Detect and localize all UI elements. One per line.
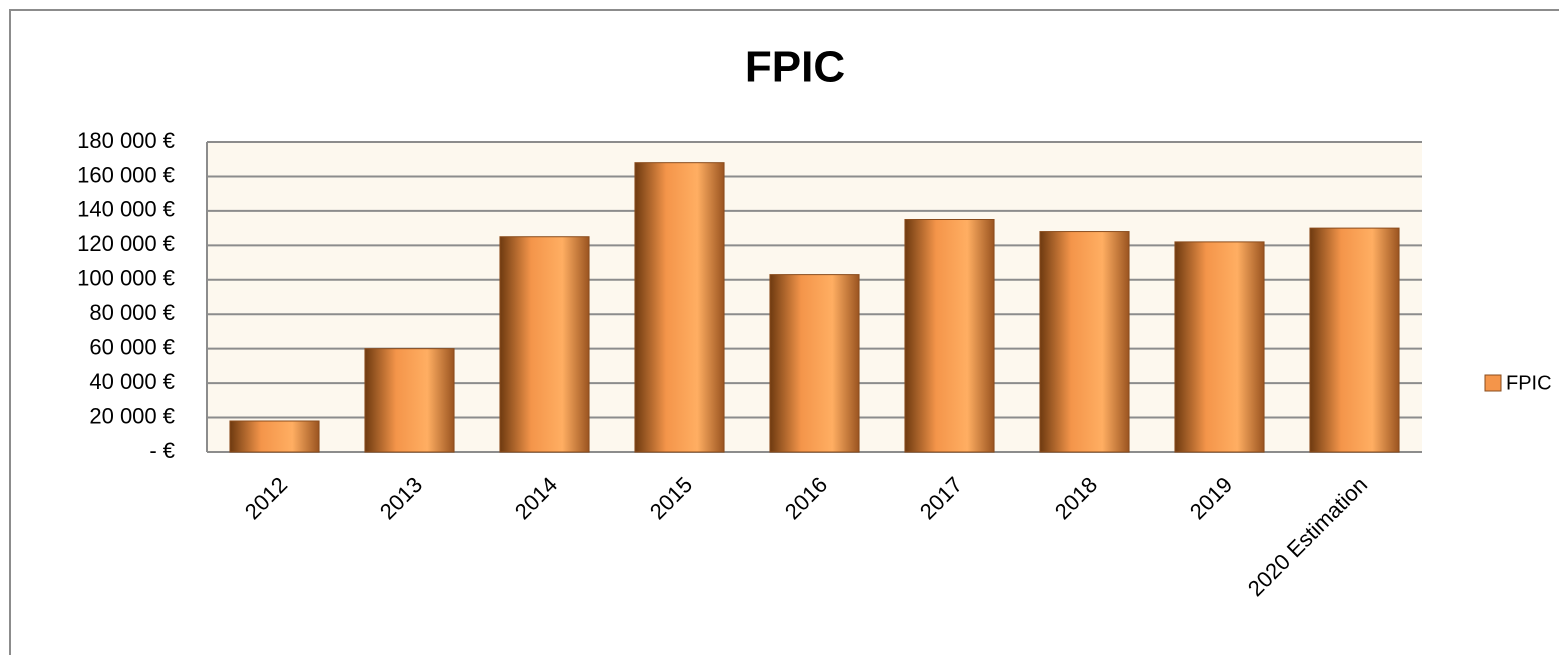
bar xyxy=(499,236,590,453)
bar xyxy=(1309,227,1400,453)
y-tick-label: - € xyxy=(149,438,175,463)
bar xyxy=(229,420,320,453)
legend-swatch xyxy=(1484,374,1502,392)
bar xyxy=(634,162,725,453)
y-tick-label: 100 000 € xyxy=(77,266,175,291)
chart-title: FPIC xyxy=(745,43,845,92)
y-tick-label: 40 000 € xyxy=(89,369,175,394)
y-tick-label: 160 000 € xyxy=(77,162,175,187)
legend-label: FPIC xyxy=(1506,372,1552,394)
bar xyxy=(1039,231,1130,453)
y-tick-label: 20 000 € xyxy=(89,403,175,428)
bar xyxy=(364,348,455,453)
y-tick-label: 60 000 € xyxy=(89,334,175,359)
y-tick-label: 120 000 € xyxy=(77,231,175,256)
bar xyxy=(904,219,995,453)
y-tick-label: 80 000 € xyxy=(89,300,175,325)
y-tick-label: 140 000 € xyxy=(77,197,175,222)
y-tick-label: 180 000 € xyxy=(77,128,175,153)
bar xyxy=(1174,241,1265,453)
bar xyxy=(769,274,860,453)
